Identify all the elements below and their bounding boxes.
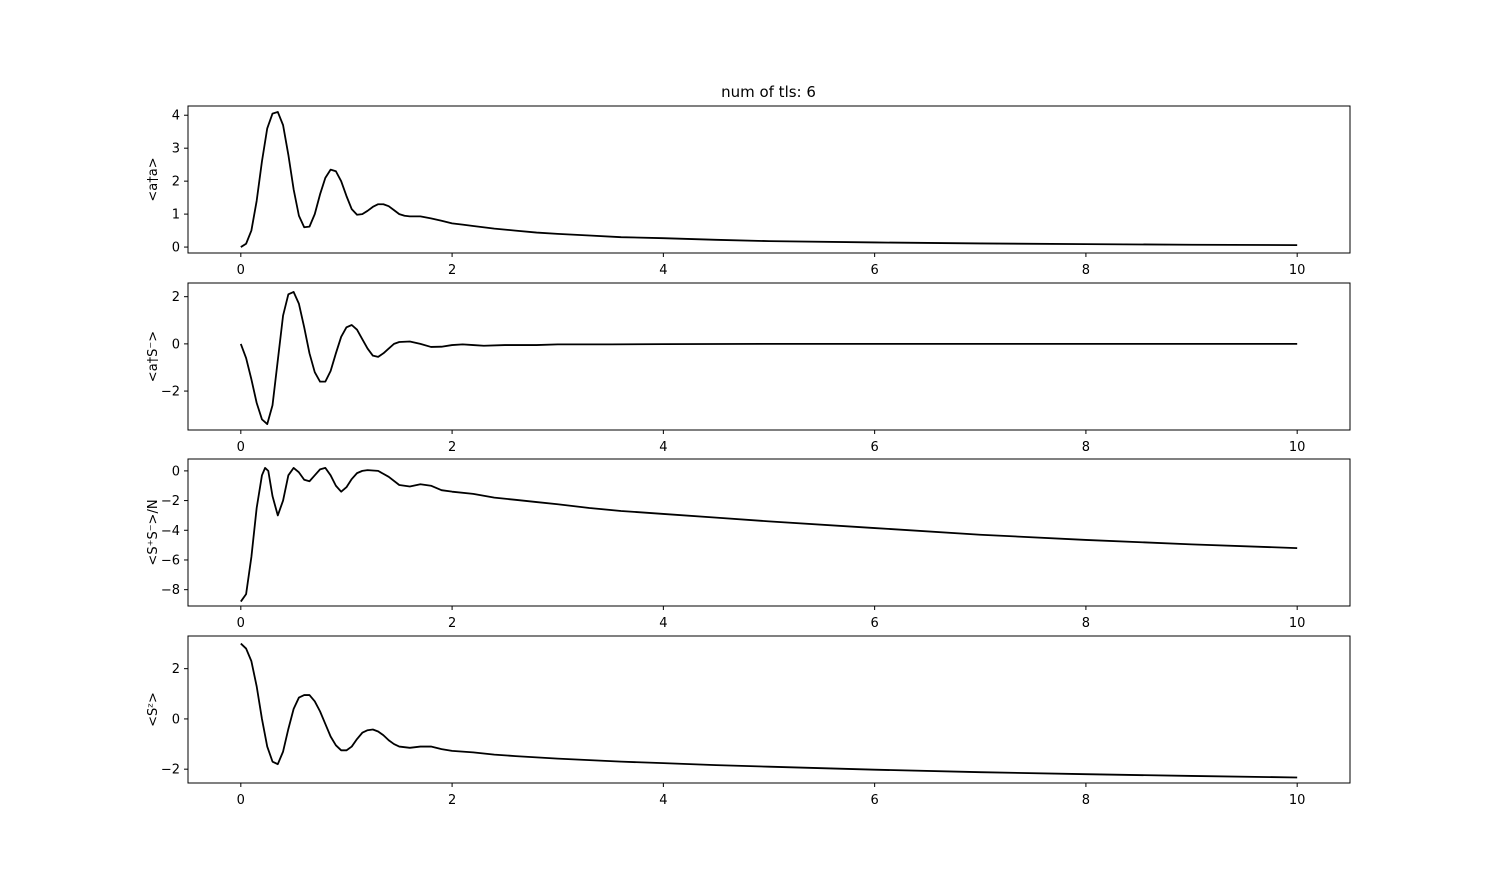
figure-title: num of tls: 6 — [721, 83, 816, 101]
x-tick-label: 2 — [448, 793, 456, 808]
x-tick-label: 6 — [870, 793, 878, 808]
subplot-3: 0 2 4 6 8 10 −8 −6 −4 −2 0 <S⁺S⁻>/N — [146, 458, 1351, 631]
x-tick-label: 0 — [237, 793, 245, 808]
x-tick-label: 10 — [1289, 616, 1306, 631]
x-tick-label: 4 — [659, 263, 667, 278]
y-axis-label: <a†a> — [146, 157, 161, 201]
x-tick-label: 8 — [1082, 440, 1090, 455]
y-axis-label: <Sᶻ> — [146, 692, 161, 727]
x-tick-label: 6 — [870, 440, 878, 455]
y-tick-label: 1 — [172, 208, 180, 223]
y-axis-label: <a†S⁻> — [146, 331, 161, 382]
x-tick-label: 2 — [448, 440, 456, 455]
axes-frame — [187, 282, 1351, 431]
y-tick-label: 4 — [172, 109, 180, 124]
y-tick-label: 2 — [172, 290, 180, 305]
y-tick-label: 0 — [172, 464, 180, 479]
x-tick-label: 6 — [870, 616, 878, 631]
y-tick-label: 0 — [172, 241, 180, 256]
series-line — [240, 111, 1298, 248]
subplots: 0 2 4 6 8 10 0 1 2 3 4 <a†a> 0 2 4 6 8 10 −2 0 2 <a†S⁻> 0 2 4 6 8 1… — [146, 105, 1351, 808]
y-tick-label: −2 — [161, 494, 180, 509]
subplot-1: 0 2 4 6 8 10 0 1 2 3 4 <a†a> — [146, 105, 1351, 278]
y-tick-label: −2 — [161, 385, 180, 400]
y-tick-label: 2 — [172, 662, 180, 677]
series-line — [240, 467, 1298, 603]
y-tick-label: −6 — [161, 553, 180, 568]
x-tick-label: 8 — [1082, 616, 1090, 631]
x-tick-label: 0 — [237, 616, 245, 631]
x-tick-label: 10 — [1289, 793, 1306, 808]
series-line — [240, 642, 1298, 779]
y-tick-label: −8 — [161, 583, 180, 598]
x-tick-label: 10 — [1289, 263, 1306, 278]
y-axis-label: <S⁺S⁻>/N — [146, 499, 161, 565]
x-tick-label: 8 — [1082, 793, 1090, 808]
y-tick-label: 0 — [172, 337, 180, 352]
y-tick-label: −2 — [161, 763, 180, 778]
subplot-4: 0 2 4 6 8 10 −2 0 2 <Sᶻ> — [146, 635, 1351, 808]
x-tick-label: 4 — [659, 440, 667, 455]
axes-frame — [187, 458, 1351, 607]
y-tick-label: 3 — [172, 142, 180, 157]
x-tick-label: 4 — [659, 616, 667, 631]
axes-frame — [187, 105, 1351, 254]
x-tick-label: 2 — [448, 263, 456, 278]
y-tick-label: −4 — [161, 524, 180, 539]
axes-frame — [187, 635, 1351, 784]
x-tick-label: 0 — [237, 263, 245, 278]
y-tick-label: 2 — [172, 175, 180, 190]
x-tick-label: 4 — [659, 793, 667, 808]
x-tick-label: 8 — [1082, 263, 1090, 278]
x-tick-label: 6 — [870, 263, 878, 278]
x-tick-label: 0 — [237, 440, 245, 455]
subplot-2: 0 2 4 6 8 10 −2 0 2 <a†S⁻> — [146, 282, 1351, 455]
x-tick-label: 10 — [1289, 440, 1306, 455]
x-tick-label: 2 — [448, 616, 456, 631]
y-tick-label: 0 — [172, 712, 180, 727]
series-line — [239, 291, 1298, 426]
